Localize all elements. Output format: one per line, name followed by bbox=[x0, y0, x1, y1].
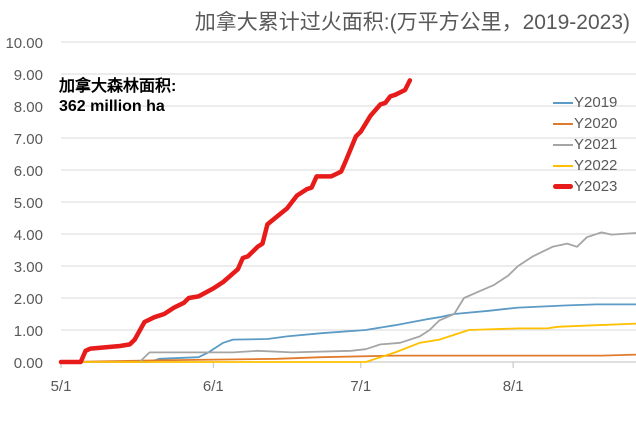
legend-label: Y2022 bbox=[574, 157, 618, 174]
legend: Y2019 Y2020 Y2021 Y2022 Y2023 bbox=[553, 92, 617, 197]
series-line-y2021 bbox=[60, 231, 636, 363]
legend-item-y2021: Y2021 bbox=[553, 134, 617, 155]
series-line-y2020 bbox=[60, 353, 636, 363]
legend-swatch bbox=[553, 101, 573, 104]
x-tick-label: 8/1 bbox=[503, 378, 524, 395]
legend-label: Y2019 bbox=[574, 94, 618, 111]
legend-item-y2023: Y2023 bbox=[553, 176, 617, 197]
y-tick-label: 1.00 bbox=[14, 323, 43, 340]
y-tick-label: 5.00 bbox=[14, 195, 43, 212]
x-tick-label: 5/1 bbox=[51, 378, 72, 395]
legend-item-y2020: Y2020 bbox=[553, 113, 617, 134]
legend-label: Y2020 bbox=[574, 115, 618, 132]
legend-label: Y2023 bbox=[574, 178, 618, 195]
legend-item-y2019: Y2019 bbox=[553, 92, 617, 113]
chart-title: 加拿大累计过火面积:(万平方公里，2019-2023) bbox=[194, 11, 630, 34]
y-tick-label: 2.00 bbox=[14, 291, 43, 308]
legend-swatch bbox=[553, 184, 573, 189]
y-tick-label: 6.00 bbox=[14, 163, 43, 180]
legend-swatch bbox=[553, 164, 573, 167]
y-tick-label: 9.00 bbox=[14, 67, 43, 84]
legend-swatch bbox=[553, 143, 573, 146]
series-line-y2023 bbox=[58, 78, 413, 365]
y-tick-label: 7.00 bbox=[14, 131, 43, 148]
legend-label: Y2021 bbox=[574, 136, 618, 153]
legend-item-y2022: Y2022 bbox=[553, 155, 617, 176]
y-tick-label: 10.00 bbox=[5, 35, 43, 52]
series-line-y2019 bbox=[60, 303, 636, 363]
annotation-forest-area-label: 加拿大森林面积: bbox=[59, 78, 177, 95]
y-tick-label: 3.00 bbox=[14, 259, 43, 276]
y-tick-label: 8.00 bbox=[14, 99, 43, 116]
y-tick-label: 0.00 bbox=[14, 355, 43, 372]
y-tick-label: 4.00 bbox=[14, 227, 43, 244]
series-line-y2022 bbox=[60, 322, 636, 363]
x-tick-label: 6/1 bbox=[203, 378, 224, 395]
x-tick-label: 7/1 bbox=[350, 378, 371, 395]
legend-swatch bbox=[553, 122, 573, 125]
annotation-forest-area-value: 362 million ha bbox=[59, 98, 165, 115]
